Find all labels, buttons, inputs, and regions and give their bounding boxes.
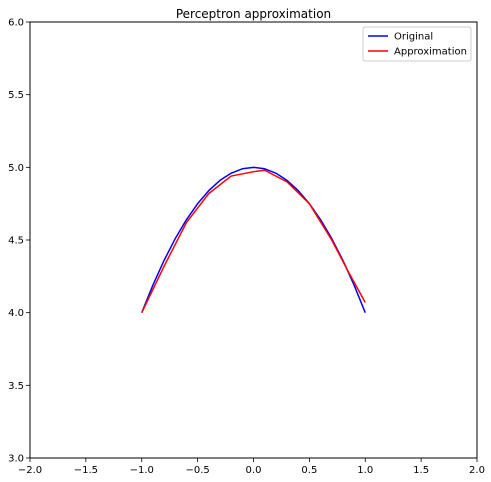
x-tick-label: −1.0 <box>130 465 154 476</box>
x-tick-label: −0.5 <box>185 465 209 476</box>
x-tick-label: 2.0 <box>469 465 485 476</box>
y-tick-label: 5.0 <box>8 163 24 174</box>
x-tick-label: −1.5 <box>74 465 98 476</box>
x-tick-label: 1.0 <box>357 465 373 476</box>
legend-box <box>362 26 472 62</box>
series-line-approximation <box>141 169 366 313</box>
chart-title: Perceptron approximation <box>176 7 331 21</box>
y-tick-label: 4.5 <box>8 236 24 247</box>
legend: Original Approximation <box>362 26 472 62</box>
y-tick-label: 3.5 <box>8 381 24 392</box>
x-tick-label: 0.5 <box>301 465 317 476</box>
legend-label-original: Original <box>394 32 433 43</box>
y-tick-label: 3.0 <box>8 454 24 465</box>
x-axis-ticks: −2.0 −1.5 −1.0 −0.5 0.0 0.5 1.0 1.5 2.0 <box>18 458 485 476</box>
x-tick-label: −2.0 <box>18 465 42 476</box>
x-tick-label: 1.5 <box>413 465 429 476</box>
series-line-original <box>141 166 366 313</box>
legend-label-approximation: Approximation <box>394 47 467 58</box>
y-tick-label: 5.5 <box>8 90 24 101</box>
y-axis-ticks: 3.0 3.5 4.0 4.5 5.0 5.5 6.0 <box>8 18 30 465</box>
y-tick-label: 6.0 <box>8 18 24 29</box>
series-layer <box>141 166 366 313</box>
y-tick-label: 4.0 <box>8 308 24 319</box>
x-tick-label: 0.0 <box>246 465 262 476</box>
